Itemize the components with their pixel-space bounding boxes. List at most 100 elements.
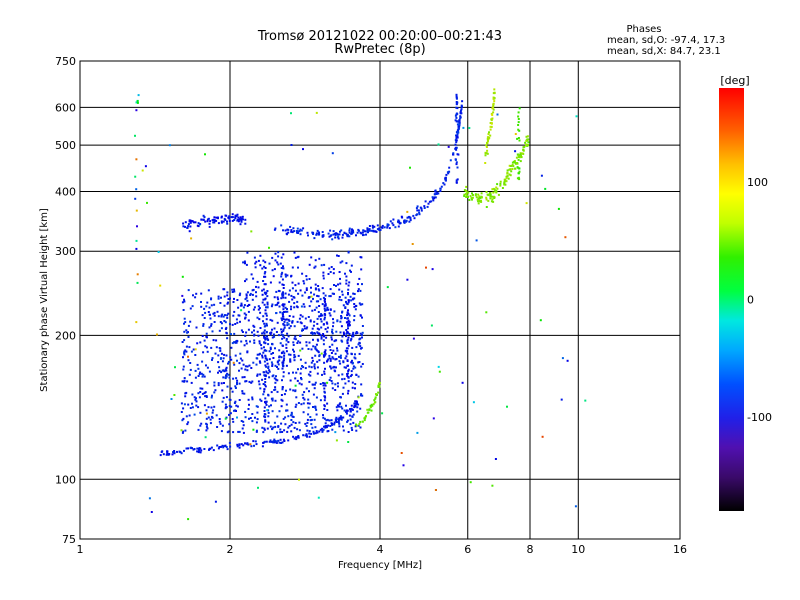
data-point	[335, 418, 338, 421]
data-point	[282, 308, 285, 311]
data-point	[470, 197, 473, 200]
data-point	[283, 336, 286, 339]
data-point	[304, 434, 307, 437]
data-point	[281, 271, 284, 274]
data-point	[366, 230, 369, 233]
data-point	[280, 275, 283, 278]
data-point	[293, 437, 296, 440]
data-point	[234, 387, 237, 389]
data-point	[213, 219, 216, 222]
data-point	[379, 229, 382, 231]
data-point	[282, 364, 285, 367]
data-point	[204, 436, 207, 439]
data-point	[301, 328, 304, 331]
data-point	[333, 310, 336, 313]
data-point	[324, 426, 327, 429]
data-point	[340, 229, 343, 232]
data-point	[491, 195, 494, 198]
data-point	[271, 343, 273, 345]
data-point	[278, 441, 281, 444]
data-point	[455, 96, 458, 99]
data-point	[315, 233, 318, 236]
data-point	[484, 162, 487, 164]
data-point	[287, 426, 290, 429]
data-point	[293, 337, 296, 340]
data-point	[203, 448, 206, 450]
data-point	[260, 344, 263, 347]
data-point	[430, 200, 433, 203]
data-point	[454, 119, 457, 122]
data-point	[189, 368, 192, 371]
data-point	[233, 409, 235, 412]
data-point	[249, 340, 251, 343]
data-point	[206, 423, 208, 426]
data-point	[303, 391, 306, 394]
data-point	[311, 359, 314, 362]
data-point	[257, 286, 260, 289]
data-point	[471, 196, 474, 199]
data-point	[210, 346, 213, 349]
data-point	[336, 232, 339, 235]
data-point	[377, 391, 380, 394]
data-point	[350, 407, 353, 410]
data-point	[242, 424, 245, 427]
data-point	[208, 313, 211, 316]
data-point	[320, 352, 323, 355]
data-point	[489, 195, 492, 198]
data-point	[338, 296, 341, 298]
data-point	[439, 190, 442, 192]
data-point	[412, 337, 415, 340]
data-point	[314, 347, 317, 350]
data-point	[268, 405, 271, 408]
data-point	[349, 339, 352, 342]
data-point	[183, 403, 186, 406]
data-point	[494, 190, 497, 193]
data-point	[354, 383, 357, 385]
data-point	[437, 143, 440, 146]
data-point	[318, 315, 321, 318]
data-point	[253, 444, 255, 447]
data-point	[189, 362, 192, 364]
data-point	[208, 225, 211, 228]
data-point	[188, 220, 191, 223]
data-point	[518, 167, 521, 170]
data-point	[243, 260, 246, 263]
data-point	[324, 353, 327, 356]
data-point	[315, 413, 318, 416]
data-point	[207, 416, 210, 419]
data-point	[238, 294, 241, 297]
data-point	[270, 440, 273, 443]
data-point	[294, 338, 297, 341]
data-point	[361, 420, 364, 423]
data-point	[301, 393, 304, 396]
data-point	[212, 221, 215, 224]
data-point	[361, 331, 364, 334]
data-point	[298, 478, 300, 481]
data-point	[287, 372, 290, 375]
data-point	[195, 400, 198, 403]
data-point	[333, 366, 336, 369]
data-point	[246, 305, 249, 307]
data-point	[281, 367, 284, 370]
data-point	[341, 378, 344, 381]
data-point	[218, 446, 221, 448]
data-point	[318, 257, 321, 260]
data-point	[319, 334, 322, 337]
data-point	[370, 229, 373, 232]
data-point	[190, 350, 193, 353]
data-point	[489, 193, 492, 196]
data-point	[458, 123, 461, 126]
data-point	[290, 229, 293, 232]
data-point	[456, 166, 459, 169]
data-point	[280, 224, 283, 227]
data-point	[239, 223, 242, 226]
data-point	[289, 358, 292, 361]
data-point	[333, 421, 336, 424]
data-point	[262, 298, 265, 301]
data-point	[305, 327, 308, 330]
data-point	[347, 309, 349, 312]
data-point	[267, 421, 270, 424]
x-axis-ticks: 1 2 4 6 8 10 16	[77, 543, 688, 556]
data-point	[233, 310, 236, 313]
data-point	[224, 218, 227, 221]
